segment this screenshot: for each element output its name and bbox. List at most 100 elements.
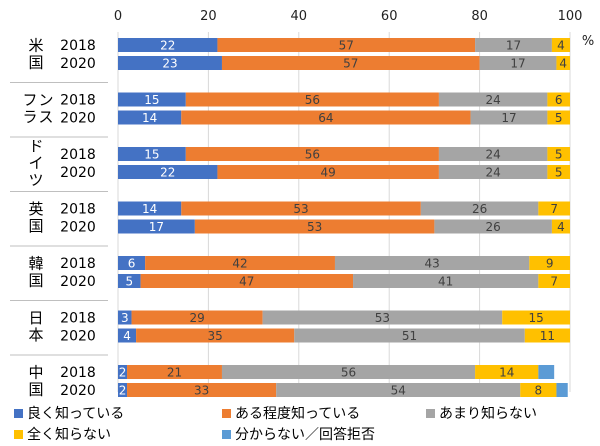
data-label: 4 [557,39,565,53]
data-label: 23 [162,57,177,71]
data-label: 64 [318,111,333,125]
bar-segment [185,147,439,161]
bar-segment [185,92,439,107]
x-unit-label: % [582,34,594,49]
year-label: 2018 [60,147,96,163]
data-label: 17 [149,220,164,234]
data-label: 3 [121,311,129,325]
country-label: 日本 [28,309,43,344]
data-label: 24 [486,166,501,180]
data-label: 43 [424,257,439,271]
bar-segment [547,147,570,161]
bar-segment [438,165,548,179]
data-label: 5 [555,111,563,125]
data-label: 8 [535,384,543,398]
x-tick-label: 80 [471,9,488,24]
year-label: 2018 [60,38,96,54]
country-label-char: ツ [28,171,43,189]
legend-swatch [14,409,23,418]
bar-segment [276,383,521,397]
bar-segment [556,56,570,70]
data-label: 11 [540,329,555,343]
bar-segment [547,110,570,125]
bar-segment [470,110,548,125]
data-label: 17 [506,39,521,53]
data-label: 26 [472,202,487,216]
data-label: 53 [293,202,308,216]
bar-segment [118,274,141,288]
bar-segment [145,256,335,270]
bar-segment [475,365,539,379]
data-label: 35 [208,329,223,343]
x-tick-label: 100 [558,9,583,24]
bar-segment [217,38,476,52]
legend-swatch [222,430,231,439]
data-label: 57 [339,39,354,53]
data-label: 7 [550,202,558,216]
bar-segment [556,383,568,397]
bar-segment [118,328,137,343]
data-label: 21 [167,366,182,380]
country-label: 英国 [28,200,43,235]
bar-segment [118,147,186,161]
bar-segment [131,310,263,325]
bar-segment [118,110,182,125]
bar-segment [538,365,555,379]
bar-segment [524,328,570,343]
bar-segment [551,38,570,52]
data-label: 6 [555,93,563,107]
bar-segment [194,219,435,234]
year-label: 2020 [60,111,96,127]
country-label-char: 国 [28,54,43,72]
bar-segment [547,92,570,107]
country-label-char: ス [38,108,53,126]
bar-segment [118,56,222,70]
country-label: 米国 [28,37,43,72]
data-label: 2 [119,366,127,380]
legend-item: 分からない／回答拒否 [222,424,375,444]
bar-segment [118,310,132,325]
year-label: 2020 [60,383,96,399]
bar-segment [434,219,552,234]
country-label-char: 中 [28,364,43,382]
data-label: 15 [144,93,159,107]
year-label: 2018 [60,311,96,327]
legend-item: 全く知らない [14,424,111,444]
bar-segment [538,274,570,288]
country-label-char: 韓 [28,255,43,273]
year-label: 2020 [60,220,96,236]
country-label-char: 日 [28,309,43,327]
data-label: 22 [160,39,175,53]
data-label: 53 [375,311,390,325]
year-label: 2018 [60,365,96,381]
data-label: 54 [391,384,406,398]
data-label: 53 [307,220,322,234]
data-label: 4 [557,220,565,234]
bar-segment [221,56,480,70]
data-label: 7 [550,275,558,289]
year-label: 2020 [60,274,96,290]
data-label: 2 [119,384,127,398]
data-label: 14 [499,366,514,380]
bar-segment [127,383,277,397]
bar-segment [118,256,146,270]
country-label-char: 英 [28,200,43,218]
data-label: 9 [546,257,554,271]
year-label: 2020 [60,56,96,72]
data-label: 49 [321,166,336,180]
legend-item: あまり知らない [426,403,537,423]
x-tick-label: 20 [200,9,217,24]
country-label-char: 米 [28,37,43,55]
x-tick-label: 0 [114,9,122,24]
data-label: 14 [142,202,157,216]
country-label-char: ド [28,137,43,155]
data-label: 24 [486,148,501,162]
bar-segment [520,383,557,397]
bar-segment [217,165,439,179]
data-label: 56 [305,93,320,107]
bar-segment [221,365,476,379]
data-label: 26 [486,220,501,234]
year-label: 2018 [60,256,96,272]
bar-segment [547,165,570,179]
